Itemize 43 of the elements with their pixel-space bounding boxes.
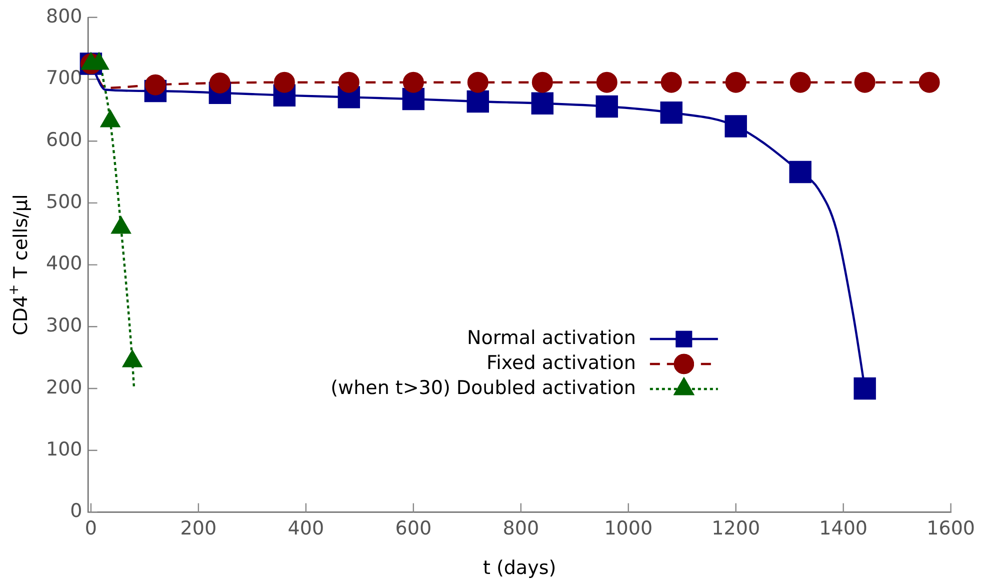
y-tick-label: 700: [46, 67, 82, 90]
point: [596, 72, 618, 93]
point: [596, 95, 618, 118]
point: [209, 72, 230, 94]
y-tick-label: 800: [46, 5, 82, 28]
point: [660, 72, 682, 93]
y-tick-label: 300: [46, 314, 82, 337]
y-tick-label: 500: [46, 190, 82, 213]
point: [854, 377, 876, 400]
x-tick-label: 1600: [926, 518, 976, 540]
y-axis-title: CD4+ T cells/μl: [6, 194, 32, 336]
point: [532, 72, 553, 93]
x-tick-label: 600: [395, 518, 432, 540]
point: [338, 72, 360, 93]
x-tick-label: 200: [180, 518, 217, 540]
y-tick-label: 0: [70, 500, 82, 522]
x-tick-label: 400: [288, 518, 324, 540]
point: [144, 74, 166, 96]
x-tick-label: 1200: [712, 518, 760, 540]
x-axis-title: t (days): [482, 556, 556, 579]
y-tick-label: 600: [46, 129, 82, 152]
point: [854, 72, 876, 93]
x-tick-label: 800: [502, 518, 540, 540]
legend-label: (when t>30) Doubled activation: [330, 376, 636, 399]
point: [466, 90, 489, 113]
x-tick-label: 1000: [604, 518, 653, 540]
point: [402, 72, 424, 93]
legend-label: Normal activation: [467, 326, 636, 349]
y-tick-label: 100: [46, 438, 82, 460]
point: [725, 72, 746, 93]
x-tick-label: 0: [84, 518, 97, 540]
x-tick-label: 1400: [819, 518, 868, 540]
point: [724, 115, 747, 138]
y-tick-label: 200: [46, 376, 82, 398]
legend-label: Fixed activation: [486, 352, 636, 374]
point: [660, 102, 682, 124]
point: [467, 72, 488, 93]
point: [531, 92, 554, 114]
point: [274, 72, 295, 93]
point: [790, 72, 811, 93]
point: [918, 72, 940, 93]
y-tick-label: 400: [46, 252, 82, 275]
point: [789, 160, 812, 184]
